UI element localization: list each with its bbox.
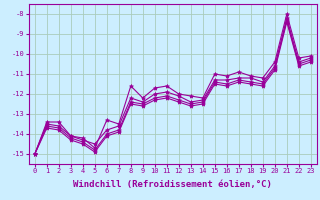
X-axis label: Windchill (Refroidissement éolien,°C): Windchill (Refroidissement éolien,°C) xyxy=(73,180,272,189)
